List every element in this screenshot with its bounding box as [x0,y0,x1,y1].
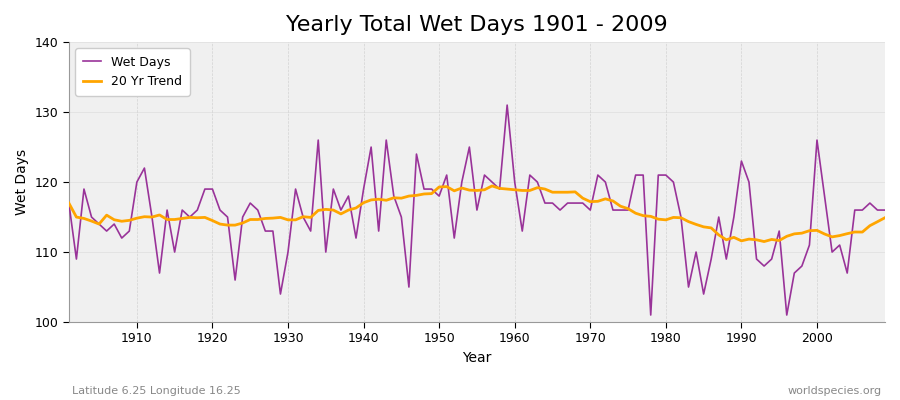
Wet Days [336,208,346,212]
Text: Latitude 6.25 Longitude 16.25: Latitude 6.25 Longitude 16.25 [72,386,241,396]
Line: Wet Days: Wet Days [68,105,885,315]
Text: worldspecies.org: worldspecies.org [788,386,882,396]
20 Yr Trend [63,201,74,206]
20 Yr Trend [509,187,520,192]
Wet Days [502,103,513,108]
Wet Days [63,201,74,206]
20 Yr Trend [608,198,618,203]
20 Yr Trend [759,239,769,244]
20 Yr Trend [124,218,135,223]
X-axis label: Year: Year [463,351,491,365]
Wet Days [645,313,656,318]
20 Yr Trend [290,218,301,222]
20 Yr Trend [879,215,890,220]
Wet Days [509,180,520,184]
20 Yr Trend [517,188,527,193]
Wet Days [124,229,135,234]
Wet Days [517,229,527,234]
Legend: Wet Days, 20 Yr Trend: Wet Days, 20 Yr Trend [75,48,190,96]
Line: 20 Yr Trend: 20 Yr Trend [68,186,885,242]
Wet Days [879,208,890,212]
20 Yr Trend [487,184,498,188]
Wet Days [608,208,618,212]
Title: Yearly Total Wet Days 1901 - 2009: Yearly Total Wet Days 1901 - 2009 [286,15,668,35]
Wet Days [290,187,301,192]
20 Yr Trend [336,212,346,216]
Y-axis label: Wet Days: Wet Days [15,149,29,215]
